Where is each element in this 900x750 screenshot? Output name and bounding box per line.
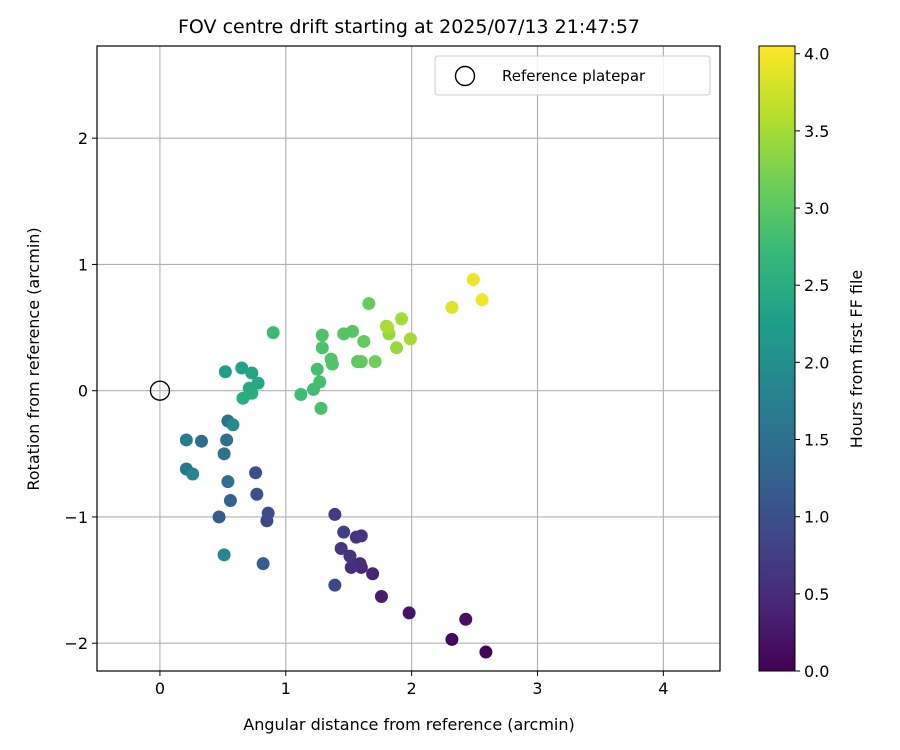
y-axis-label: Rotation from reference (arcmin) xyxy=(24,227,43,490)
data-point xyxy=(357,334,371,348)
data-point xyxy=(217,447,231,461)
colorbar: 0.0 0.5 1.0 1.5 2.0 2.5 3.0 3.5 4.0 Hours from f… xyxy=(758,45,866,681)
y-tick-label: −2 xyxy=(64,634,88,653)
data-point xyxy=(310,362,324,376)
data-point xyxy=(466,273,480,287)
data-point xyxy=(186,467,200,481)
chart-title: FOV centre drift starting at 2025/07/13 … xyxy=(178,16,640,38)
legend-marker-icon xyxy=(454,65,476,87)
data-point xyxy=(445,300,459,314)
colorbar-tick-label: 2.0 xyxy=(804,353,829,372)
data-point xyxy=(315,341,329,355)
data-point xyxy=(395,312,409,326)
legend: Reference platepar xyxy=(434,55,711,96)
data-point xyxy=(223,494,237,508)
data-point xyxy=(345,324,359,338)
grid-lines xyxy=(97,46,720,671)
data-point xyxy=(344,560,358,574)
data-point xyxy=(220,433,234,447)
colorbar-tick-label: 3.0 xyxy=(804,199,829,218)
data-point xyxy=(250,487,264,501)
data-point xyxy=(381,321,395,335)
colorbar-tick-label: 0.5 xyxy=(804,585,829,604)
data-point xyxy=(236,391,250,405)
data-point xyxy=(362,297,376,311)
data-point xyxy=(328,578,342,592)
data-point xyxy=(218,365,232,379)
data-point xyxy=(194,434,208,448)
plot-frame xyxy=(96,45,721,672)
legend-label: Reference platepar xyxy=(502,67,646,85)
data-point xyxy=(179,433,193,447)
reference-platepar-marker xyxy=(149,380,171,401)
data-point xyxy=(245,366,259,380)
colorbar-tick-label: 0.0 xyxy=(804,662,829,681)
data-point xyxy=(256,557,270,571)
data-point xyxy=(445,632,459,646)
data-point xyxy=(217,548,231,562)
data-points xyxy=(179,273,493,659)
data-point xyxy=(249,466,263,480)
data-point xyxy=(314,401,328,415)
data-point xyxy=(459,612,473,626)
colorbar-tick-label: 1.5 xyxy=(804,431,829,450)
data-point xyxy=(328,507,342,521)
data-point xyxy=(479,645,493,659)
data-point xyxy=(390,341,404,355)
data-point xyxy=(226,418,240,432)
data-point xyxy=(343,549,357,563)
legend-box xyxy=(434,55,711,96)
data-point xyxy=(368,355,382,369)
y-tick-label: 1 xyxy=(78,255,88,274)
colorbar-label: Hours from first FF file xyxy=(847,270,866,449)
y-tick-label: 0 xyxy=(78,382,88,401)
colorbar-tick-label: 4.0 xyxy=(804,45,829,64)
data-point xyxy=(313,375,327,389)
colorbar-ticks: 0.0 0.5 1.0 1.5 2.0 2.5 3.0 3.5 4.0 xyxy=(795,45,829,681)
data-point xyxy=(475,293,489,307)
colorbar-gradient xyxy=(758,45,796,672)
y-tick-label: 2 xyxy=(78,129,88,148)
data-point xyxy=(221,475,235,489)
data-point xyxy=(334,542,348,556)
colorbar-tick-label: 2.5 xyxy=(804,276,829,295)
data-point xyxy=(354,355,368,369)
x-axis-label: Angular distance from reference (arcmin) xyxy=(243,715,574,734)
colorbar-tick-label: 1.0 xyxy=(804,508,829,527)
x-tick-label: 4 xyxy=(658,679,668,698)
data-point xyxy=(315,328,329,342)
data-point xyxy=(261,506,275,520)
data-point xyxy=(325,357,339,371)
data-point xyxy=(266,326,280,340)
x-tick-label: 3 xyxy=(532,679,542,698)
reference-marker-layer xyxy=(149,380,171,401)
data-point xyxy=(354,529,368,543)
data-point xyxy=(402,606,416,620)
data-point xyxy=(212,510,226,524)
data-point xyxy=(403,332,417,346)
x-tick-label: 1 xyxy=(281,679,291,698)
data-point xyxy=(374,590,388,604)
data-point xyxy=(235,361,249,375)
y-tick-label: −1 xyxy=(64,508,88,527)
data-point xyxy=(337,525,351,539)
y-axis-ticks: −2 −1 0 1 2 xyxy=(64,129,97,653)
data-point xyxy=(366,567,380,581)
x-tick-label: 0 xyxy=(155,679,165,698)
colorbar-tick-label: 3.5 xyxy=(804,122,829,141)
x-tick-label: 2 xyxy=(407,679,417,698)
data-point xyxy=(294,387,308,401)
x-axis-ticks: 0 1 2 3 4 xyxy=(155,671,668,698)
